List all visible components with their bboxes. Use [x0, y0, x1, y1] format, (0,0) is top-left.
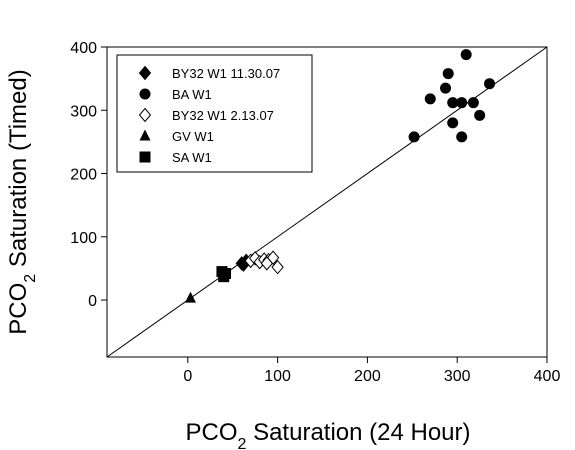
legend-marker — [139, 88, 151, 100]
data-point — [442, 68, 454, 80]
y-axis-title: PCO2 Saturation (Timed) — [5, 69, 39, 334]
data-point — [474, 109, 486, 121]
legend-label: BA W1 — [172, 87, 212, 102]
x-tick-label: 400 — [534, 368, 561, 385]
data-point — [440, 82, 452, 94]
legend-marker — [138, 107, 152, 123]
axis-ticks: 0 100 200 300 400 0 100 200 300 400 — [70, 40, 560, 385]
data-point — [220, 267, 232, 279]
series-3-points — [185, 291, 197, 303]
data-point — [456, 131, 468, 143]
legend-label: GV W1 — [172, 129, 214, 144]
x-axis-title: PCO2 Saturation (24 Hour) — [185, 419, 470, 450]
y-tick-label: 0 — [88, 293, 97, 310]
y-tick-label: 100 — [70, 230, 97, 247]
series-2-points — [244, 250, 284, 275]
legend-marker — [138, 65, 152, 81]
data-point — [424, 93, 436, 105]
y-tick-label: 400 — [70, 40, 97, 57]
series-1-points — [408, 49, 496, 143]
legend-marker — [139, 151, 151, 163]
data-point — [456, 97, 468, 109]
x-tick-label: 0 — [183, 368, 192, 385]
legend-label: BY32 W1 11.30.07 — [172, 66, 280, 81]
data-point — [447, 97, 459, 109]
data-point — [271, 259, 284, 275]
data-point — [185, 291, 197, 303]
x-tick-label: 200 — [354, 368, 381, 385]
legend-marker — [139, 129, 151, 141]
data-point — [266, 250, 280, 265]
x-tick-label: 100 — [264, 368, 291, 385]
data-point — [484, 78, 496, 90]
series-4-points — [216, 266, 232, 283]
legend-label: BY32 W1 2.13.07 — [172, 108, 274, 123]
plot-border — [106, 46, 548, 358]
data-points — [185, 49, 496, 303]
data-point — [408, 131, 420, 143]
plot-frame — [106, 46, 548, 358]
x-tick-label: 300 — [444, 368, 471, 385]
data-point — [447, 117, 459, 129]
y-tick-label: 300 — [70, 103, 97, 120]
y-tick-label: 200 — [70, 167, 97, 184]
data-point — [260, 256, 273, 271]
legend: BY32 W1 11.30.07 BA W1 BY32 W1 2.13.07 GV W… — [116, 54, 313, 173]
data-point — [460, 49, 472, 61]
legend-label: SA W1 — [172, 150, 212, 165]
data-point — [467, 97, 479, 109]
